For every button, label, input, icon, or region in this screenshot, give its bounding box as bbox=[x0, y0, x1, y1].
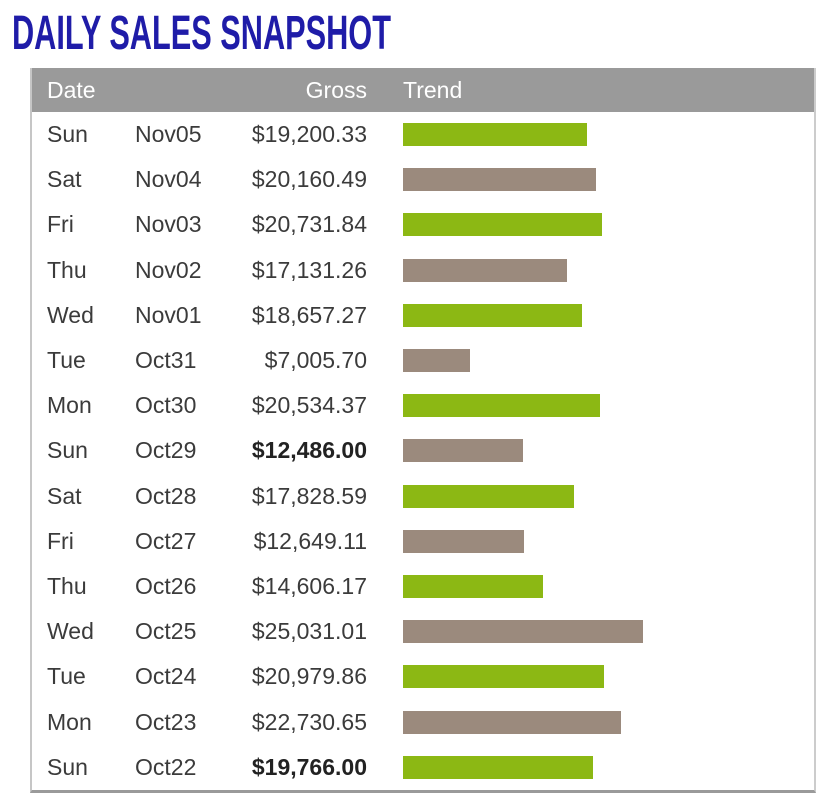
trend-bar bbox=[403, 258, 567, 282]
page-header: DAILY SALES SNAPSHOT bbox=[0, 0, 824, 60]
gross-cell: $25,031.01 bbox=[251, 618, 367, 645]
trend-bar bbox=[403, 213, 602, 237]
trend-bar bbox=[403, 439, 523, 463]
date-cell: Oct25 bbox=[135, 618, 197, 645]
table-row: Sun Oct22 $19,766.00 bbox=[32, 745, 814, 790]
trend-cell bbox=[367, 620, 814, 644]
trend-bar bbox=[403, 394, 600, 418]
gross-cell: $7,005.70 bbox=[264, 347, 367, 374]
day-cell: Tue bbox=[47, 347, 86, 374]
date-cell: Oct28 bbox=[135, 482, 197, 509]
date-cell: Oct22 bbox=[135, 753, 197, 780]
table-row: Sat Nov04 $20,160.49 bbox=[32, 157, 814, 202]
daily-sales-table: Date Gross Trend Sun Nov05 $19,200.33 Sa… bbox=[30, 68, 816, 793]
date-cell: Oct31 bbox=[135, 347, 197, 374]
gross-cell: $19,766.00 bbox=[251, 753, 367, 780]
table-row: Fri Nov03 $20,731.84 bbox=[32, 202, 814, 247]
date-cell: Oct26 bbox=[135, 572, 197, 599]
trend-bar bbox=[403, 665, 604, 689]
gross-cell: $17,828.59 bbox=[251, 482, 367, 509]
table-row: Mon Oct30 $20,534.37 bbox=[32, 383, 814, 428]
day-cell: Fri bbox=[47, 211, 74, 238]
gross-cell: $19,200.33 bbox=[251, 121, 367, 148]
table-row: Tue Oct24 $20,979.86 bbox=[32, 654, 814, 699]
trend-cell bbox=[367, 484, 814, 508]
day-cell: Fri bbox=[47, 527, 74, 554]
day-cell: Sun bbox=[47, 753, 88, 780]
day-cell: Sun bbox=[47, 437, 88, 464]
table-row: Thu Oct26 $14,606.17 bbox=[32, 564, 814, 609]
trend-cell bbox=[367, 303, 814, 327]
trend-cell bbox=[367, 349, 814, 373]
gross-cell: $20,160.49 bbox=[251, 166, 367, 193]
gross-cell: $17,131.26 bbox=[251, 256, 367, 283]
date-cell: Oct30 bbox=[135, 392, 197, 419]
gross-cell: $18,657.27 bbox=[251, 301, 367, 328]
trend-cell bbox=[367, 710, 814, 734]
day-cell: Mon bbox=[47, 392, 92, 419]
table-row: Sun Nov05 $19,200.33 bbox=[32, 112, 814, 157]
day-cell: Mon bbox=[47, 708, 92, 735]
table-row: Tue Oct31 $7,005.70 bbox=[32, 338, 814, 383]
header-gross: Gross bbox=[305, 76, 367, 103]
trend-cell bbox=[367, 574, 814, 598]
date-cell: Oct23 bbox=[135, 708, 197, 735]
table-row: Mon Oct23 $22,730.65 bbox=[32, 699, 814, 744]
gross-cell: $20,731.84 bbox=[251, 211, 367, 238]
gross-cell: $22,730.65 bbox=[251, 708, 367, 735]
table-row: Thu Nov02 $17,131.26 bbox=[32, 248, 814, 293]
header-trend: Trend bbox=[403, 76, 463, 103]
date-cell: Nov05 bbox=[135, 121, 202, 148]
gross-cell: $14,606.17 bbox=[251, 572, 367, 599]
trend-bar bbox=[403, 303, 582, 327]
day-cell: Sat bbox=[47, 166, 82, 193]
trend-cell bbox=[367, 439, 814, 463]
date-cell: Oct24 bbox=[135, 663, 197, 690]
gross-cell: $12,486.00 bbox=[251, 437, 367, 464]
date-cell: Oct27 bbox=[135, 527, 197, 554]
trend-bar bbox=[403, 529, 524, 553]
date-cell: Nov03 bbox=[135, 211, 202, 238]
trend-cell bbox=[367, 394, 814, 418]
table-row: Wed Oct25 $25,031.01 bbox=[32, 609, 814, 654]
gross-cell: $12,649.11 bbox=[253, 527, 367, 554]
table-row: Sat Oct28 $17,828.59 bbox=[32, 474, 814, 519]
trend-cell bbox=[367, 213, 814, 237]
date-cell: Nov01 bbox=[135, 301, 202, 328]
trend-bar bbox=[403, 123, 587, 147]
table-header: Date Gross Trend bbox=[32, 68, 814, 112]
trend-cell bbox=[367, 665, 814, 689]
trend-bar bbox=[403, 349, 470, 373]
trend-bar bbox=[403, 168, 596, 192]
day-cell: Wed bbox=[47, 301, 94, 328]
date-cell: Oct29 bbox=[135, 437, 197, 464]
gross-cell: $20,534.37 bbox=[251, 392, 367, 419]
day-cell: Thu bbox=[47, 256, 87, 283]
trend-cell bbox=[367, 168, 814, 192]
header-date: Date bbox=[47, 76, 96, 103]
gross-cell: $20,979.86 bbox=[251, 663, 367, 690]
trend-bar bbox=[403, 755, 593, 779]
table-row: Wed Nov01 $18,657.27 bbox=[32, 293, 814, 338]
table-row: Sun Oct29 $12,486.00 bbox=[32, 428, 814, 473]
trend-bar bbox=[403, 710, 621, 734]
day-cell: Thu bbox=[47, 572, 87, 599]
date-cell: Nov02 bbox=[135, 256, 202, 283]
date-cell: Nov04 bbox=[135, 166, 202, 193]
trend-bar bbox=[403, 620, 643, 644]
trend-bar bbox=[403, 574, 543, 598]
page-title: DAILY SALES SNAPSHOT bbox=[12, 7, 391, 60]
day-cell: Tue bbox=[47, 663, 86, 690]
trend-cell bbox=[367, 123, 814, 147]
trend-bar bbox=[403, 484, 574, 508]
day-cell: Sun bbox=[47, 121, 88, 148]
trend-cell bbox=[367, 529, 814, 553]
day-cell: Sat bbox=[47, 482, 82, 509]
trend-cell bbox=[367, 755, 814, 779]
table-body: Sun Nov05 $19,200.33 Sat Nov04 $20,160.4… bbox=[32, 112, 814, 790]
trend-cell bbox=[367, 258, 814, 282]
day-cell: Wed bbox=[47, 618, 94, 645]
table-row: Fri Oct27 $12,649.11 bbox=[32, 519, 814, 564]
